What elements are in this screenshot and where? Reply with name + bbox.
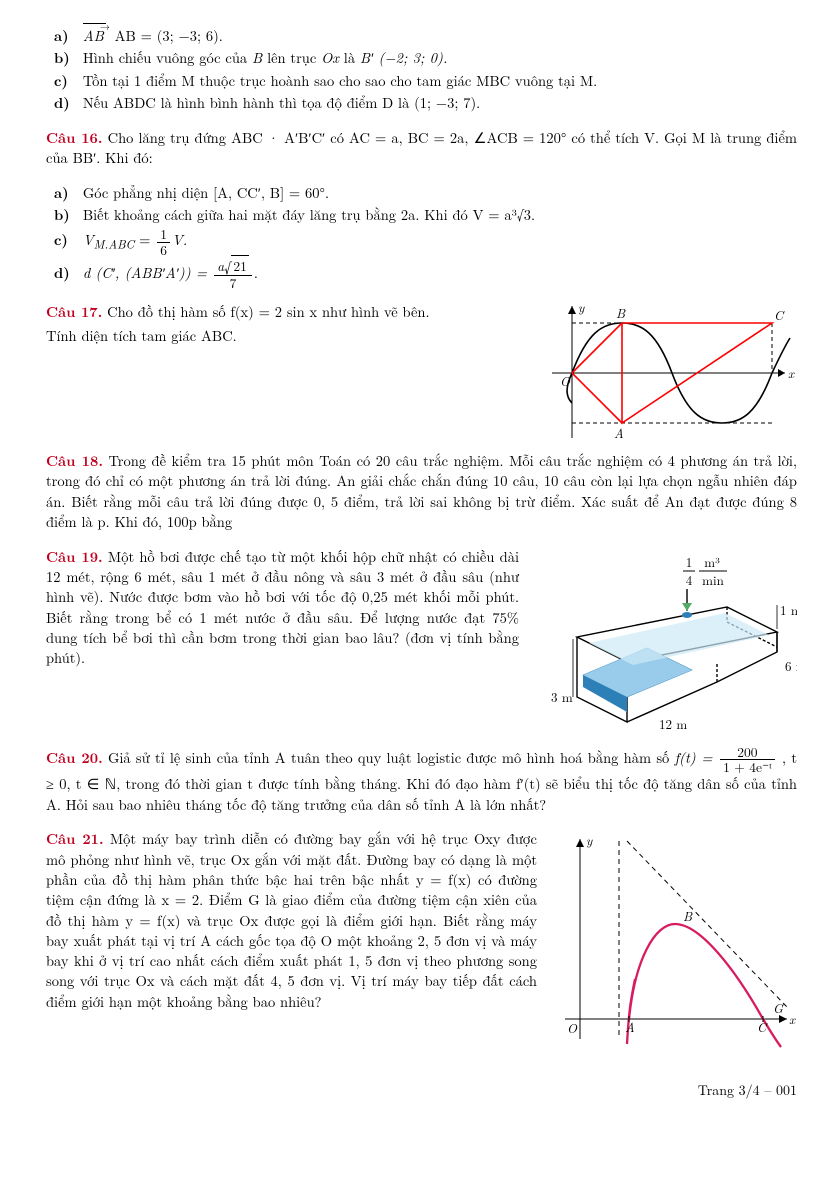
q19-text: Một hồ bơi được chế tạo từ một khối hộp …: [46, 547, 519, 668]
q19: Câu 19. Một hồ bơi được chế tạo từ một k…: [46, 547, 797, 735]
q20-pre: Giả sử tỉ lệ sinh của tỉnh A tuân theo q…: [108, 748, 669, 768]
svg-text:y: y: [586, 830, 593, 849]
q19-figure: 1 4 m³ min: [537, 547, 797, 735]
q17-line1: Cho đồ thị hàm số f(x) = 2 sin x như hìn…: [107, 302, 429, 322]
q16-c-post: V.: [172, 230, 187, 250]
page-footer: Trang 3/4 – 001: [46, 1081, 797, 1101]
q16-c-sub: M.ABC: [94, 235, 135, 253]
q16-d-pre: d (C′, (ABB′A′)) =: [83, 263, 212, 283]
svg-text:B: B: [683, 906, 693, 925]
q15-a: a) AB→ AB = (3; −3; 6).: [78, 26, 797, 46]
q17: Câu 17. Cho đồ thị hàm số f(x) = 2 sin x…: [46, 298, 797, 443]
q17-line2: Tính diện tích tam giác ABC.: [46, 326, 524, 346]
q16-b-text: Biết khoảng cách giữa hai mặt đáy lăng t…: [83, 205, 535, 225]
svg-text:min: min: [702, 570, 724, 589]
q16-a-text: Góc phẳng nhị diện [A, CC′, B] = 60°.: [83, 183, 329, 203]
svg-text:12 m: 12 m: [659, 714, 687, 733]
q16-label: Câu 16.: [46, 128, 103, 148]
q17-label: Câu 17.: [46, 302, 102, 322]
svg-text:x: x: [789, 1009, 796, 1028]
svg-text:1 m: 1 m: [780, 600, 797, 619]
q15-options: a) AB→ AB = (3; −3; 6). b) Hình chiếu vu…: [46, 26, 797, 113]
q21-label: Câu 21.: [46, 829, 104, 849]
q16-c-pre: V: [83, 230, 94, 250]
q15-b-mid: lên trục: [267, 48, 321, 68]
q19-text-block: Câu 19. Một hồ bơi được chế tạo từ một k…: [46, 547, 519, 735]
svg-text:G: G: [773, 998, 784, 1017]
q21: Câu 21. Một máy bay trình diễn có đường …: [46, 829, 797, 1053]
q16-a: a) Góc phẳng nhị diện [A, CC′, B] = 60°.: [78, 183, 797, 203]
q16-text: Cho lăng trụ đứng ABC · A′B′C′ có AC = a…: [46, 128, 797, 168]
q20: Câu 20. Giả sử tỉ lệ sinh của tỉnh A tuâ…: [46, 745, 797, 815]
q18-text: Trong đề kiểm tra 15 phút môn Toán có 20…: [46, 451, 797, 532]
q19-label: Câu 19.: [46, 547, 103, 567]
q16-options: a) Góc phẳng nhị diện [A, CC′, B] = 60°.…: [46, 183, 797, 290]
vector-AB: AB→: [83, 26, 104, 46]
q15-b-end: là: [344, 48, 360, 68]
q16-d: d) d (C′, (ABB′A′)) = a√21 7 .: [78, 259, 797, 290]
q16-d-frac: a√21 7: [214, 259, 252, 290]
q16-c-frac: 1 6: [157, 227, 170, 256]
q15-c: c) Tồn tại 1 điểm M thuộc trục hoành sao…: [78, 71, 797, 91]
q16-b: b) Biết khoảng cách giữa hai mặt đáy lăn…: [78, 205, 797, 225]
q21-text-block: Câu 21. Một máy bay trình diễn có đường …: [46, 829, 537, 1053]
q15-d-text: Nếu ABDC là hình bình hành thì tọa độ đi…: [83, 93, 480, 113]
svg-text:x: x: [788, 363, 795, 382]
q16-c-eq: =: [139, 230, 155, 250]
svg-text:m³: m³: [704, 552, 720, 571]
q20-label: Câu 20.: [46, 748, 103, 768]
svg-text:y: y: [578, 298, 585, 316]
q15-d: d) Nếu ABDC là hình bình hành thì tọa độ…: [78, 93, 797, 113]
svg-text:1: 1: [686, 552, 693, 571]
q20-frac: 200 1 + 4e⁻ᵗ: [720, 745, 775, 774]
q15-a-text: AB = (3; −3; 6).: [115, 26, 223, 46]
q17-figure: O x y B C A: [542, 298, 797, 443]
q16: Câu 16. Cho lăng trụ đứng ABC · A′B′C′ c…: [46, 128, 797, 169]
q15-b: b) Hình chiếu vuông góc của B lên trục O…: [78, 48, 797, 68]
q17-text-block: Câu 17. Cho đồ thị hàm số f(x) = 2 sin x…: [46, 298, 524, 443]
q15-b-pre: Hình chiếu vuông góc của: [83, 48, 252, 68]
q20-ft: f(t) =: [675, 748, 719, 768]
svg-text:B: B: [616, 303, 626, 322]
q15-b-coord: B′ (−2; 3; 0).: [360, 48, 448, 68]
svg-text:6 m: 6 m: [785, 656, 797, 675]
q16-c: c) VM.ABC = 1 6 V.: [78, 227, 797, 256]
q21-text: Một máy bay trình diễn có đường bay gắn …: [46, 829, 537, 1011]
svg-text:3 m: 3 m: [551, 687, 573, 706]
svg-text:A: A: [625, 1017, 635, 1036]
svg-text:4: 4: [686, 570, 693, 589]
svg-text:A: A: [614, 423, 624, 442]
q18-label: Câu 18.: [46, 451, 103, 471]
q15-c-text: Tồn tại 1 điểm M thuộc trục hoành sao ch…: [83, 71, 597, 91]
svg-text:C: C: [774, 305, 785, 324]
q18: Câu 18. Trong đề kiểm tra 15 phút môn To…: [46, 451, 797, 532]
q21-figure: O x y A B C G: [555, 829, 797, 1053]
svg-text:O: O: [567, 1018, 578, 1037]
